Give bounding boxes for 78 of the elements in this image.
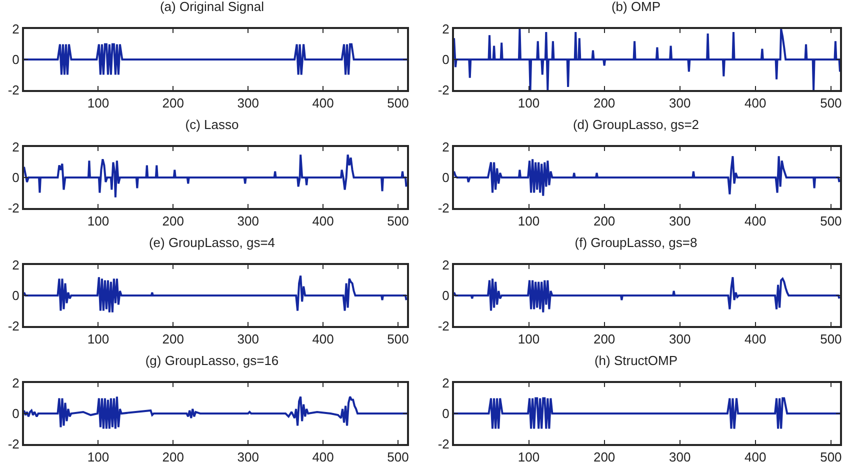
y-tick-label: 0 [12, 288, 20, 304]
x-tick-label: 100 [518, 450, 540, 465]
x-tick-label: 300 [669, 214, 691, 229]
x-tick-label: 300 [237, 450, 259, 465]
y-tick-label: -2 [438, 318, 450, 334]
chart-title: (c) Lasso [185, 116, 239, 132]
line-series [454, 29, 840, 90]
chart-title: (g) GroupLasso, gs=16 [145, 352, 279, 368]
x-tick-label: 300 [669, 450, 691, 465]
y-tick-label: -2 [438, 436, 450, 452]
x-tick-label: 400 [312, 332, 334, 347]
y-tick-label: -2 [438, 200, 450, 216]
x-tick-label: 200 [162, 332, 184, 347]
y-tick-label: 0 [12, 52, 20, 68]
x-tick-label: 200 [593, 96, 616, 111]
y-tick-label: 2 [12, 140, 20, 155]
x-tick-label: 200 [593, 332, 616, 347]
x-tick-label: 500 [387, 214, 409, 229]
x-tick-label: 400 [744, 332, 766, 347]
chart-title: (e) GroupLasso, gs=4 [148, 234, 276, 250]
y-tick-label: 2 [12, 376, 20, 391]
x-tick-label: 100 [518, 332, 540, 347]
y-tick-label: -2 [8, 82, 20, 98]
x-tick-label: 300 [669, 96, 691, 111]
x-tick-label: 500 [820, 450, 842, 465]
line-series [454, 276, 840, 314]
x-tick-label: 400 [744, 214, 766, 229]
x-tick-label: 500 [387, 96, 409, 111]
y-tick-label: 0 [442, 52, 450, 68]
x-tick-label: 300 [669, 332, 691, 347]
x-tick-label: 400 [312, 450, 334, 465]
x-tick-label: 200 [162, 214, 184, 229]
x-tick-label: 100 [518, 214, 540, 229]
y-tick-label: 0 [442, 288, 450, 304]
x-tick-label: 200 [162, 450, 184, 465]
x-tick-label: 300 [237, 96, 259, 111]
chart-title: (h) StructOMP [594, 352, 678, 368]
y-tick-label: 0 [12, 406, 20, 422]
x-tick-label: 100 [87, 332, 110, 347]
y-tick-label: -2 [8, 436, 20, 452]
y-tick-label: 2 [442, 22, 450, 37]
x-tick-label: 400 [312, 214, 334, 229]
y-tick-label: 2 [442, 258, 450, 273]
x-tick-label: 400 [312, 96, 334, 111]
x-tick-label: 500 [387, 332, 409, 347]
line-series [24, 274, 407, 314]
x-tick-label: 100 [87, 214, 110, 229]
x-tick-label: 300 [237, 214, 259, 229]
chart-title: (d) GroupLasso, gs=2 [572, 116, 700, 132]
line-series [454, 155, 840, 197]
y-tick-label: 0 [442, 406, 450, 422]
chart-title: (b) OMP [611, 0, 661, 14]
line-series [24, 396, 407, 430]
x-tick-label: 500 [820, 332, 842, 347]
y-tick-label: -2 [8, 200, 20, 216]
line-series [24, 154, 407, 198]
chart-title: (f) GroupLasso, gs=8 [574, 234, 698, 250]
x-tick-label: 500 [387, 450, 409, 465]
y-tick-label: 2 [12, 22, 20, 37]
x-tick-label: 100 [518, 96, 540, 111]
x-tick-label: 200 [593, 214, 616, 229]
y-tick-label: -2 [8, 318, 20, 334]
x-tick-label: 300 [237, 332, 259, 347]
x-tick-label: 500 [820, 96, 842, 111]
x-tick-label: 400 [744, 96, 766, 111]
x-tick-label: 400 [744, 450, 766, 465]
x-tick-label: 200 [593, 450, 616, 465]
y-tick-label: 0 [12, 170, 20, 186]
x-tick-label: 500 [820, 214, 842, 229]
x-tick-label: 200 [162, 96, 184, 111]
y-tick-label: 2 [442, 140, 450, 155]
y-tick-label: 2 [442, 376, 450, 391]
x-tick-label: 100 [87, 96, 110, 111]
chart-title: (a) Original Signal [160, 0, 264, 14]
y-tick-label: -2 [438, 82, 450, 98]
y-tick-label: 2 [12, 258, 20, 273]
x-tick-label: 100 [87, 450, 110, 465]
y-tick-label: 0 [442, 170, 450, 186]
